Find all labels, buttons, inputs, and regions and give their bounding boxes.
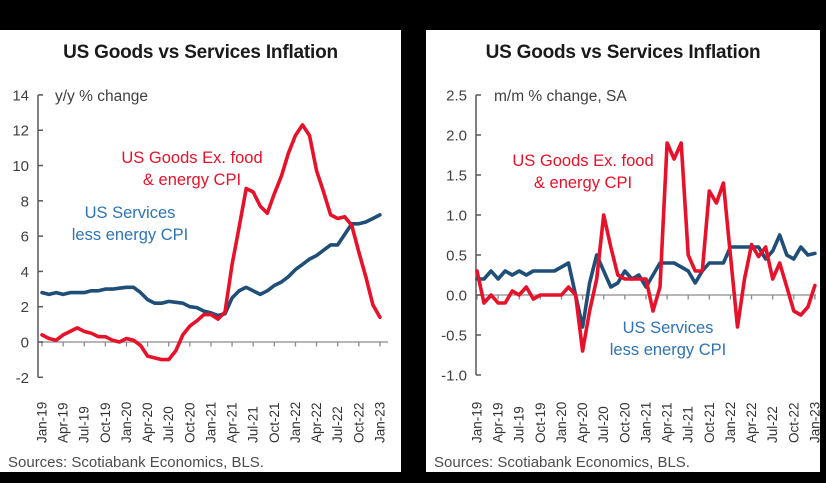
x-axis-tick-label: Apr-20 (140, 402, 155, 443)
x-axis-tick-label: Jul-19 (512, 406, 527, 443)
x-axis-tick-label: Oct-19 (533, 402, 548, 443)
chart-panel-yoy: US Goods vs Services Inflation Jan-19 Apr… (0, 30, 401, 472)
source-note: Sources: Scotiabank Economics, BLS. (8, 454, 264, 471)
y-axis-tick-label: 8 (21, 193, 29, 210)
y-axis-tick-label: 1.5 (446, 168, 467, 185)
goods-series-label: US Goods Ex. food (121, 149, 262, 167)
source-note: Sources: Scotiabank Economics, BLS. (434, 454, 690, 471)
axis-unit-label: y/y % change (55, 88, 148, 105)
services-series-label: less energy CPI (72, 226, 188, 244)
y-axis-tick-label: 2 (21, 299, 29, 316)
services-series-label: less energy CPI (610, 341, 726, 359)
services-series-label: US Services (85, 204, 176, 222)
line-chart-yoy: Jan-19 Apr-19 Jul-19 Oct-19 Jan-20 Apr-20 Jul-… (12, 87, 388, 443)
x-axis-tick-label: Jul-22 (765, 406, 780, 443)
x-axis-tick-label: Apr-19 (491, 402, 506, 443)
x-axis-tick-label: Oct-20 (182, 402, 197, 443)
x-axis-tick-label: Apr-22 (744, 402, 759, 443)
goods-cpi-line (40, 123, 382, 362)
x-axis-tick-label: Apr-22 (309, 402, 324, 443)
x-axis-tick-label: Jul-22 (330, 406, 345, 443)
chart-panel-mom: US Goods vs Services Inflation Jan-19 Apr… (426, 30, 820, 472)
y-axis-tick-label: 0.0 (446, 288, 467, 305)
x-axis-tick-label: Jan-23 (807, 402, 820, 443)
goods-series-label: & energy CPI (534, 174, 632, 192)
y-axis-tick-label: -2 (16, 370, 29, 387)
y-axis-tick-label: -0.5 (441, 328, 467, 345)
line-chart-mom: Jan-19 Apr-19 Jul-19 Oct-19 Jan-20 Apr-20 Jul-… (441, 88, 820, 444)
y-axis-tick-label: 10 (12, 158, 29, 175)
x-axis-tick-label: Oct-22 (351, 402, 366, 443)
x-axis-tick-label: Jan-21 (203, 402, 218, 443)
x-axis-tick-label: Oct-21 (702, 402, 717, 443)
goods-series-label: US Goods Ex. food (512, 152, 653, 170)
x-axis-tick-label: Jan-20 (554, 402, 569, 443)
y-axis-tick-label: 1.0 (446, 208, 467, 225)
y-axis-tick-label: 2.0 (446, 128, 467, 145)
x-axis-tick-label: Oct-20 (617, 402, 632, 443)
y-axis-tick-label: 0 (21, 335, 29, 352)
y-axis-tick-label: 6 (21, 229, 29, 246)
x-axis-tick-label: Apr-21 (225, 402, 240, 443)
x-axis-tick-label: Jan-19 (35, 402, 50, 443)
x-axis-tick-label: Jan-20 (119, 402, 134, 443)
x-axis-tick-label: Jul-21 (246, 406, 261, 443)
y-axis-tick-label: -1.0 (441, 368, 467, 385)
x-axis-tick-label: Jul-20 (596, 406, 611, 443)
y-axis-tick-label: 12 (12, 123, 29, 140)
chart-title: US Goods vs Services Inflation (63, 42, 338, 63)
y-axis-tick-label: 4 (21, 264, 29, 281)
axis-unit-label: m/m % change, SA (494, 88, 627, 105)
goods-series-label: & energy CPI (143, 171, 241, 189)
x-axis-tick-label: Apr-21 (660, 402, 675, 443)
x-axis-tick-label: Jul-19 (77, 406, 92, 443)
x-axis-tick-label: Oct-21 (267, 402, 282, 443)
x-axis-tick-label: Jan-21 (638, 402, 653, 443)
x-axis-tick-label: Oct-22 (786, 402, 801, 443)
y-axis-tick-label: 14 (12, 87, 29, 104)
x-axis-tick-label: Jul-20 (161, 406, 176, 443)
x-axis-tick-label: Jan-23 (372, 402, 387, 443)
x-axis-tick-label: Apr-20 (575, 402, 590, 443)
services-series-label: US Services (623, 319, 714, 337)
x-axis-tick-label: Jul-21 (681, 406, 696, 443)
goods-cpi-line (475, 141, 817, 353)
chart-title: US Goods vs Services Inflation (485, 42, 761, 63)
x-axis-tick-label: Jan-19 (470, 402, 485, 443)
y-axis-tick-label: 0.5 (446, 248, 467, 265)
x-axis-tick-label: Jan-22 (288, 402, 303, 443)
x-axis-tick-label: Oct-19 (98, 402, 113, 443)
x-axis-tick-label: Jan-22 (723, 402, 738, 443)
x-axis-tick-label: Apr-19 (56, 402, 71, 443)
y-axis-tick-label: 2.5 (446, 88, 467, 105)
